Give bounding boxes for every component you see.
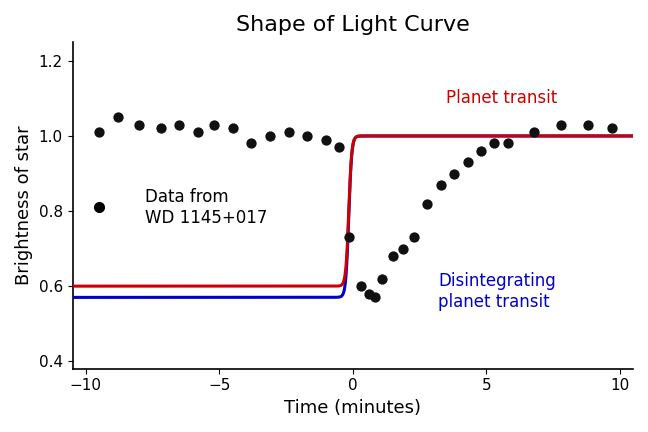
Point [302,133,312,140]
Point [174,121,185,128]
Point [209,121,219,128]
Text: Disintegrating
planet transit: Disintegrating planet transit [438,272,556,311]
Point [476,147,486,154]
Point [449,170,459,177]
Point [435,181,446,188]
Point [388,253,398,260]
Point [321,136,331,143]
Text: Data from
WD 1145+017: Data from WD 1145+017 [145,188,267,227]
Point [227,125,238,132]
Point [583,121,593,128]
Text: Planet transit: Planet transit [446,89,557,108]
Point [409,234,419,241]
Point [502,140,513,147]
X-axis label: Time (minutes): Time (minutes) [284,399,421,417]
Point [607,125,617,132]
Point [284,129,294,136]
Point [489,140,500,147]
Point [343,234,354,241]
Point [399,245,409,252]
Y-axis label: Brightness of star: Brightness of star [15,126,33,285]
Point [113,114,123,121]
Point [356,283,366,289]
Title: Shape of Light Curve: Shape of Light Curve [236,15,470,35]
Point [364,290,374,297]
Point [246,140,257,147]
Point [377,275,388,282]
Point [156,125,166,132]
Point [462,159,472,166]
Point [556,121,566,128]
Point [193,129,203,136]
Point [422,200,433,207]
Point [94,129,104,136]
Point [529,129,539,136]
Point [370,294,380,301]
Point [134,121,145,128]
Point [334,144,345,151]
Point [265,133,275,140]
